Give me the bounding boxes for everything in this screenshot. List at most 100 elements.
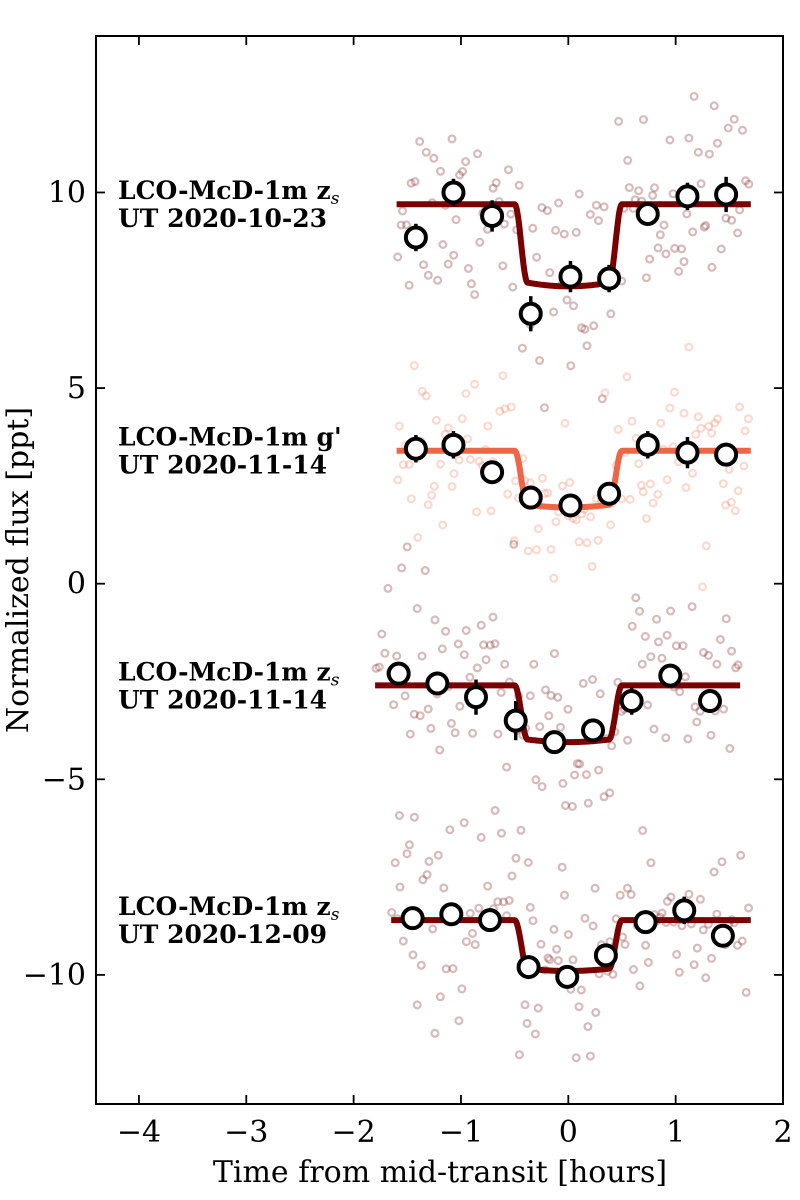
raw-data-point	[595, 689, 605, 699]
raw-data-point	[539, 403, 549, 413]
binned-data-point	[555, 964, 580, 989]
raw-data-point	[417, 386, 427, 396]
series-label-instrument: LCO-McD-1m zs	[118, 892, 340, 925]
raw-data-point	[394, 810, 404, 820]
raw-data-point	[679, 257, 689, 267]
binned-data-point	[698, 689, 723, 714]
raw-data-point	[517, 343, 527, 353]
raw-data-point	[486, 506, 496, 516]
binned-data-point	[672, 898, 697, 923]
raw-data-point	[731, 663, 741, 673]
binned-data-point	[441, 180, 466, 205]
raw-data-point	[643, 700, 653, 710]
raw-data-point	[409, 709, 419, 719]
binned-data-point	[503, 708, 528, 733]
binned-data-point	[441, 432, 466, 457]
raw-data-point	[678, 641, 688, 651]
raw-data-point	[588, 674, 598, 684]
raw-data-point	[696, 423, 706, 433]
x-tick-label: −2	[332, 1115, 376, 1150]
raw-data-point	[470, 290, 480, 300]
binned-data-point	[619, 689, 644, 714]
raw-data-point	[701, 221, 711, 231]
raw-data-point	[691, 429, 701, 439]
raw-data-point	[725, 743, 735, 753]
raw-data-point	[695, 894, 705, 904]
raw-data-point	[559, 229, 569, 239]
raw-data-point	[657, 908, 667, 918]
raw-data-point	[710, 418, 720, 428]
raw-data-point	[574, 537, 584, 547]
raw-data-point	[587, 561, 597, 571]
raw-data-point	[577, 323, 587, 333]
raw-data-point	[549, 924, 559, 934]
y-tick-label: 5	[67, 371, 86, 406]
raw-data-point	[468, 928, 478, 938]
raw-data-point	[493, 897, 503, 907]
x-tick-label: 0	[559, 1115, 578, 1150]
raw-data-point	[499, 897, 509, 907]
raw-data-point	[396, 220, 406, 230]
raw-data-point	[692, 943, 702, 953]
raw-data-point	[488, 183, 498, 193]
raw-data-point	[405, 729, 415, 739]
raw-data-point	[543, 488, 553, 498]
raw-data-point	[566, 361, 576, 371]
raw-data-point	[599, 202, 609, 212]
raw-data-point	[479, 640, 489, 650]
raw-data-point	[408, 950, 418, 960]
raw-data-point	[455, 701, 465, 711]
raw-data-point	[455, 170, 465, 180]
raw-data-point	[525, 691, 535, 701]
raw-data-point	[613, 425, 623, 435]
raw-data-point	[412, 603, 422, 613]
raw-data-point	[465, 672, 475, 682]
raw-data-point	[537, 203, 547, 213]
raw-data-point	[594, 765, 604, 775]
raw-data-point	[528, 223, 538, 233]
x-tick-label: −3	[224, 1115, 268, 1150]
raw-data-point	[430, 1028, 440, 1038]
raw-data-point	[696, 179, 706, 189]
raw-data-point	[395, 882, 405, 892]
raw-data-point	[451, 215, 461, 225]
raw-data-point	[723, 123, 733, 133]
raw-data-point	[669, 387, 679, 397]
raw-data-point	[506, 209, 516, 219]
raw-data-point	[558, 778, 568, 788]
raw-data-point	[393, 475, 403, 485]
binned-data-point	[518, 301, 543, 326]
raw-data-point	[591, 200, 601, 210]
raw-data-point	[448, 964, 458, 974]
raw-data-point	[641, 273, 651, 283]
raw-data-point	[461, 625, 471, 635]
raw-data-point	[531, 545, 541, 555]
raw-data-point	[706, 953, 716, 963]
raw-data-point	[701, 541, 711, 551]
raw-data-point	[665, 135, 675, 145]
raw-data-point	[559, 890, 569, 900]
raw-data-point	[443, 259, 453, 269]
raw-data-point	[410, 177, 420, 187]
raw-data-point	[490, 805, 500, 815]
raw-data-point	[412, 1000, 422, 1010]
raw-data-point	[511, 476, 521, 486]
raw-data-point	[574, 189, 584, 199]
raw-data-point	[721, 213, 731, 223]
raw-data-point	[741, 176, 751, 186]
raw-data-point	[420, 565, 430, 575]
raw-data-point	[605, 788, 615, 798]
raw-data-point	[645, 254, 655, 264]
raw-data-point	[409, 361, 419, 371]
raw-data-point	[712, 138, 722, 148]
raw-data-point	[739, 461, 749, 471]
raw-data-point	[670, 243, 680, 253]
raw-data-point	[580, 913, 590, 923]
raw-data-point	[580, 324, 590, 334]
raw-data-point	[699, 222, 709, 232]
raw-data-point	[461, 389, 471, 399]
raw-data-point	[724, 464, 734, 474]
raw-data-point	[635, 981, 645, 991]
raw-data-point	[624, 183, 634, 193]
raw-data-point	[560, 800, 570, 810]
